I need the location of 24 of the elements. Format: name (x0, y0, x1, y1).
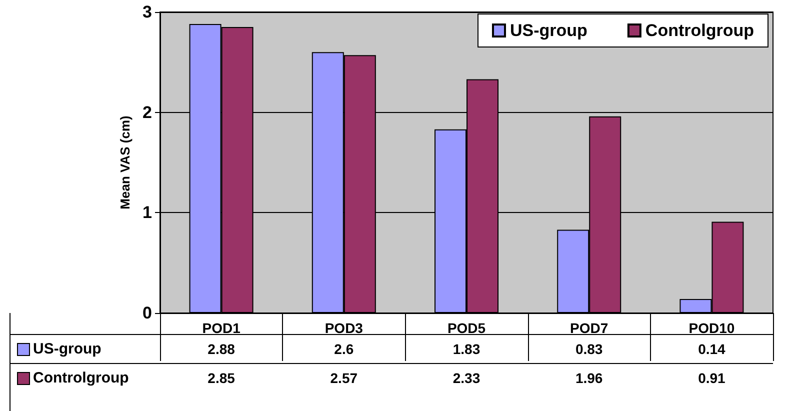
x-tick-label: POD7 (570, 320, 608, 336)
data-label: 2.6 (334, 341, 354, 357)
y-tick-label: 1 (142, 203, 152, 222)
data-label: 2.33 (452, 370, 480, 386)
data-label: 1.96 (575, 370, 603, 386)
x-tick-label: POD1 (202, 320, 241, 336)
legend-label: US-group (510, 21, 588, 40)
data-label: 2.57 (330, 370, 358, 386)
x-tick-label: POD3 (324, 320, 364, 336)
y-tick-label: 2 (142, 102, 152, 122)
x-tick-label: POD10 (688, 320, 735, 336)
data-label: 2.88 (208, 341, 236, 357)
data-label: 0.14 (698, 341, 726, 357)
y-axis-title: Mean VAS (cm) (118, 116, 133, 210)
x-tick-label: POD5 (447, 320, 486, 336)
data-label: 0.83 (575, 341, 603, 357)
y-tick-label: 3 (142, 2, 152, 22)
text: US-group (33, 340, 102, 358)
legend-label: Controlgroup (645, 21, 754, 40)
data-label: 1.83 (452, 341, 480, 357)
data-label: 0.91 (698, 370, 726, 386)
y-tick-label: 0 (142, 304, 152, 322)
text: Controlgroup (33, 370, 129, 386)
data-label: 2.85 (208, 370, 236, 386)
